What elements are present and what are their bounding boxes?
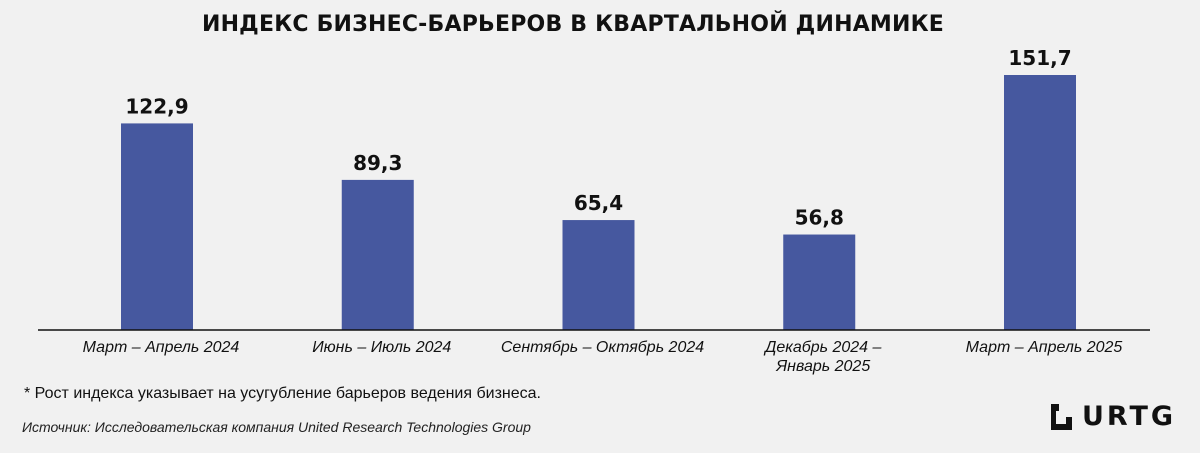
source-note: Источник: Исследовательская компания Uni… <box>22 419 531 435</box>
footnote: * Рост индекса указывает на усугубление … <box>24 385 541 402</box>
x-tick-label-line: Сентябрь – Октябрь 2024 <box>501 339 704 356</box>
x-tick-label-1: Март – Апрель 2024 <box>83 339 240 356</box>
bar-value-label-4: 56,8 <box>795 206 844 230</box>
bar-1 <box>121 123 193 330</box>
x-tick-label-line: Июнь – Июль 2024 <box>312 339 451 356</box>
bar-3 <box>562 220 635 330</box>
bar-4 <box>783 234 856 330</box>
bar-2 <box>341 179 414 330</box>
x-tick-label-line: Декабрь 2024 – <box>763 339 881 356</box>
x-tick-label-line: Январь 2025 <box>775 358 870 375</box>
bar-value-label-5: 151,7 <box>1008 46 1071 70</box>
x-tick-label-5: Март – Апрель 2025 <box>966 339 1123 356</box>
bar-chart: 122,9 Март – Апрель 2024 89,3 Июнь – Июль 2… <box>38 46 1150 375</box>
bar-value-label-1: 122,9 <box>125 94 188 118</box>
bar-value-label-3: 65,4 <box>574 191 623 215</box>
chart-title: ИНДЕКС БИЗНЕС-БАРЬЕРОВ В КВАРТАЛЬНОЙ ДИН… <box>201 12 945 37</box>
x-tick-label-3: Сентябрь – Октябрь 2024 <box>501 339 704 356</box>
x-tick-label-2: Июнь – Июль 2024 <box>312 339 451 356</box>
logo-text: URTG <box>1082 401 1177 432</box>
urtg-logo-mark-icon <box>1051 404 1072 430</box>
urtg-logo: URTG <box>1048 402 1176 432</box>
x-tick-label-line: Март – Апрель 2024 <box>83 339 240 356</box>
x-tick-label-4: Декабрь 2024 – Январь 2025 <box>763 339 881 375</box>
bar-value-label-2: 89,3 <box>353 151 402 175</box>
bar-5 <box>1004 75 1076 330</box>
x-tick-label-line: Март – Апрель 2025 <box>966 339 1123 356</box>
